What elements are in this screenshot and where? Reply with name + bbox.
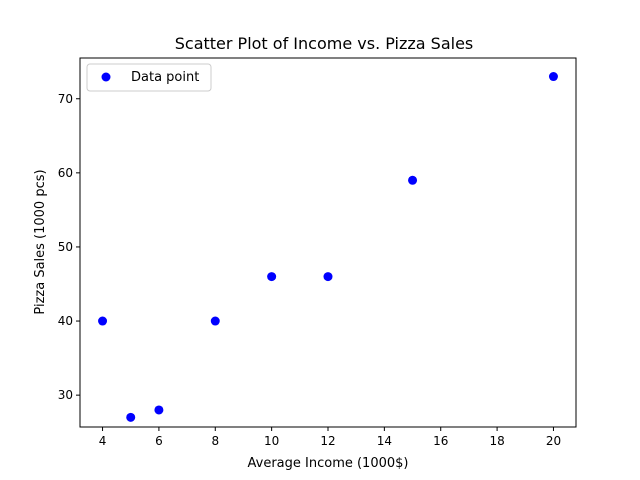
x-tick-label: 10 <box>264 434 279 448</box>
y-tick-label: 30 <box>58 388 73 402</box>
y-tick-label: 60 <box>58 166 73 180</box>
x-tick-label: 20 <box>546 434 561 448</box>
data-points <box>98 72 558 422</box>
data-point <box>267 272 277 282</box>
x-axis-label: Average Income (1000$) <box>248 456 409 471</box>
plot-area <box>79 57 577 428</box>
x-tick-label: 18 <box>489 434 504 448</box>
y-axis-label: Pizza Sales (1000 pcs) <box>33 169 48 314</box>
legend: Data point <box>86 63 212 92</box>
data-point <box>98 316 108 326</box>
legend-box <box>86 63 212 92</box>
x-tick-label: 14 <box>377 434 392 448</box>
data-point <box>154 405 164 415</box>
x-tick-label: 8 <box>211 434 219 448</box>
legend-label: Data point <box>131 70 199 85</box>
legend-marker <box>101 72 111 82</box>
x-tick-label: 6 <box>155 434 163 448</box>
data-point <box>408 175 418 185</box>
data-point <box>548 72 558 82</box>
y-tick-label: 40 <box>58 314 73 328</box>
y-tick-label: 50 <box>58 240 73 254</box>
x-tick-label: 12 <box>320 434 335 448</box>
x-tick-label: 16 <box>433 434 448 448</box>
y-tick-label: 70 <box>58 92 73 106</box>
x-axis: 4 6 8 10 12 14 16 18 20 <box>99 427 561 448</box>
data-point <box>126 412 136 422</box>
data-point <box>210 316 220 326</box>
x-tick-label: 4 <box>99 434 107 448</box>
chart-title: Scatter Plot of Income vs. Pizza Sales <box>175 34 474 53</box>
y-axis: 30 40 50 60 70 <box>58 92 80 402</box>
data-point <box>323 272 333 282</box>
